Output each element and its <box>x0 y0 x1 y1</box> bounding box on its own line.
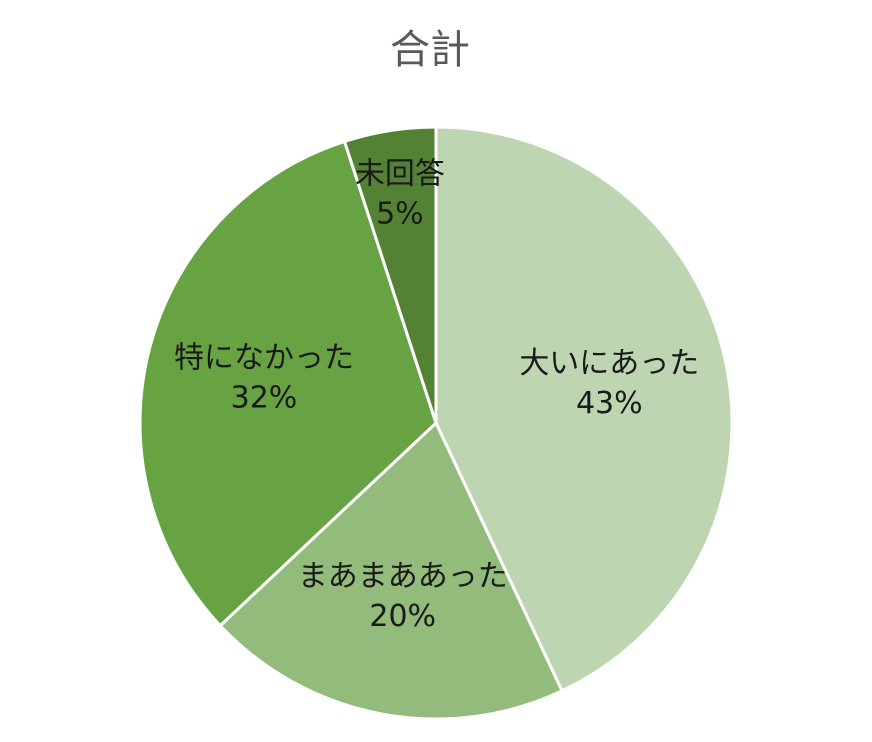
value-label: 5% <box>376 196 424 231</box>
pie-slice <box>218 420 565 721</box>
slice-label: まあまああった <box>298 559 508 594</box>
slice-label: 未回答 <box>355 156 445 191</box>
pie-slice <box>138 139 438 628</box>
chart-title: 合計 <box>390 27 470 73</box>
slice-label: 大いにあった <box>519 346 699 381</box>
value-label: 43% <box>576 386 643 421</box>
pie-slice <box>342 125 438 424</box>
value-label: 32% <box>231 380 298 415</box>
pie-slice <box>434 125 734 693</box>
value-label: 20% <box>369 599 436 634</box>
slice-label: 特になかった <box>174 340 354 375</box>
